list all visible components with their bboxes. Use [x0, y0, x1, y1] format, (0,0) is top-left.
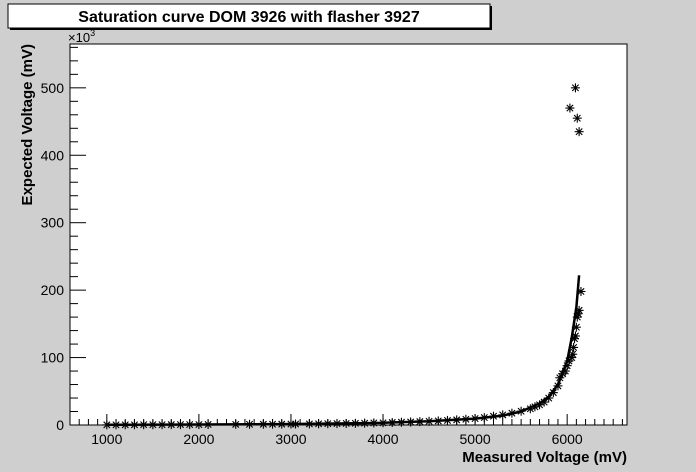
- y-tick-label: 0: [56, 417, 64, 433]
- data-point: [553, 381, 563, 391]
- data-point: [323, 419, 333, 429]
- data-point: [452, 415, 462, 425]
- data-point: [574, 127, 584, 137]
- data-point: [570, 331, 580, 341]
- data-point: [350, 418, 360, 428]
- data-point: [360, 418, 370, 428]
- data-point: [406, 417, 416, 427]
- y-axis-multiplier: ×103: [68, 28, 95, 45]
- data-point: [314, 419, 324, 429]
- data-point: [574, 305, 584, 315]
- y-tick-label: 300: [41, 215, 65, 231]
- data-point: [569, 342, 579, 352]
- x-tick-label: 2000: [183, 431, 214, 447]
- x-tick-label: 3000: [275, 431, 306, 447]
- data-point: [341, 418, 351, 428]
- data-point: [424, 416, 434, 426]
- x-tick-label: 5000: [460, 431, 491, 447]
- data-point: [479, 413, 489, 423]
- data-point: [535, 400, 545, 410]
- y-axis-title: Expected Voltage (mV): [19, 44, 36, 205]
- data-point: [185, 420, 195, 430]
- data-point: [175, 420, 185, 430]
- data-point: [387, 418, 397, 428]
- data-point: [194, 420, 204, 430]
- data-point: [378, 418, 388, 428]
- plot-area: [69, 43, 628, 426]
- data-point: [111, 420, 121, 430]
- data-point: [572, 113, 582, 123]
- data-point: [166, 420, 176, 430]
- data-point: [396, 417, 406, 427]
- data-point: [433, 416, 443, 426]
- data-point: [304, 419, 314, 429]
- title-box: Saturation curve DOM 3926 with flasher 3…: [7, 3, 492, 30]
- data-point: [102, 420, 112, 430]
- data-point: [507, 408, 517, 418]
- data-point: [516, 406, 526, 416]
- data-point: [568, 349, 578, 359]
- data-point: [129, 420, 139, 430]
- x-tick-label: 6000: [552, 431, 583, 447]
- data-point: [570, 83, 580, 93]
- x-tick-label: 4000: [367, 431, 398, 447]
- y-axis: 0 100 200 300 400 500: [41, 46, 86, 433]
- y-tick-label: 500: [41, 80, 65, 96]
- data-point: [470, 414, 480, 424]
- data-point: [369, 418, 379, 428]
- data-point: [571, 322, 581, 332]
- data-point: [548, 388, 558, 398]
- data-point: [489, 411, 499, 421]
- data-point: [525, 404, 535, 414]
- y-tick-label: 400: [41, 147, 65, 163]
- x-axis-title: Measured Voltage (mV): [462, 449, 627, 466]
- data-point: [148, 420, 158, 430]
- data-point: [231, 419, 241, 429]
- data-point: [120, 420, 130, 430]
- data-point: [203, 419, 213, 429]
- y-tick-label: 200: [41, 282, 65, 298]
- data-point: [332, 419, 342, 429]
- chart-title: Saturation curve DOM 3926 with flasher 3…: [78, 9, 420, 26]
- data-point: [277, 419, 287, 429]
- data-point: [565, 103, 575, 113]
- data-point: [258, 419, 268, 429]
- data-points-layer: [102, 83, 586, 430]
- data-point: [157, 420, 167, 430]
- data-point: [245, 419, 255, 429]
- data-point: [544, 393, 554, 403]
- data-point: [461, 414, 471, 424]
- y-tick-label: 100: [41, 350, 65, 366]
- data-point: [442, 415, 452, 425]
- x-tick-label: 1000: [91, 431, 122, 447]
- data-point: [268, 419, 278, 429]
- data-point: [576, 286, 586, 296]
- data-point: [139, 420, 149, 430]
- data-point: [415, 417, 425, 427]
- data-point: [498, 410, 508, 420]
- data-point: [291, 419, 301, 429]
